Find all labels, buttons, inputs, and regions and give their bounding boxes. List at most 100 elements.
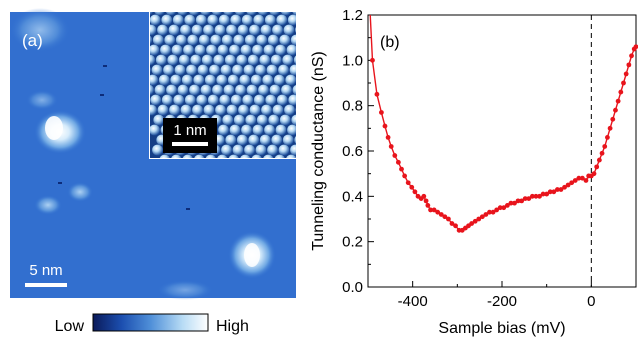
atom bbox=[269, 12, 280, 16]
atom bbox=[246, 12, 257, 16]
data-point bbox=[515, 198, 521, 204]
atom bbox=[197, 64, 209, 76]
atom bbox=[239, 74, 251, 86]
data-point bbox=[554, 187, 560, 192]
atom bbox=[252, 124, 264, 136]
data-point bbox=[629, 53, 634, 59]
atom bbox=[286, 44, 296, 56]
stm-bright-region bbox=[10, 8, 70, 52]
atom bbox=[297, 155, 308, 166]
atom bbox=[150, 35, 153, 45]
data-point bbox=[618, 89, 624, 95]
atom bbox=[240, 44, 252, 56]
data-point bbox=[526, 196, 532, 202]
atom bbox=[194, 44, 206, 56]
atom bbox=[189, 84, 200, 96]
atom bbox=[249, 104, 261, 116]
atom bbox=[223, 84, 235, 96]
atom bbox=[299, 15, 310, 26]
atom bbox=[273, 0, 284, 5]
data-point bbox=[591, 171, 597, 177]
y-tick-label: 1.2 bbox=[342, 7, 363, 24]
atom bbox=[204, 0, 215, 5]
atom bbox=[264, 14, 276, 26]
atom bbox=[297, 75, 308, 86]
data-point bbox=[431, 207, 437, 213]
atom bbox=[182, 154, 193, 158]
atom bbox=[298, 45, 309, 56]
data-point bbox=[572, 178, 578, 183]
atom bbox=[233, 34, 245, 46]
data-point bbox=[469, 221, 475, 226]
atom bbox=[272, 104, 284, 116]
data-point bbox=[483, 212, 489, 217]
atom bbox=[150, 54, 156, 66]
atom bbox=[207, 14, 219, 26]
atom bbox=[216, 0, 227, 5]
atom bbox=[220, 64, 232, 76]
atom bbox=[272, 24, 283, 36]
atom bbox=[233, 114, 245, 126]
atom bbox=[150, 84, 154, 96]
atom bbox=[161, 14, 173, 26]
data-point bbox=[529, 193, 535, 199]
atom bbox=[326, 115, 337, 126]
atom bbox=[287, 124, 296, 136]
atom bbox=[275, 44, 286, 56]
atom bbox=[244, 34, 256, 46]
atom bbox=[190, 54, 202, 66]
atom bbox=[255, 144, 267, 156]
atom bbox=[328, 165, 339, 176]
atom bbox=[178, 54, 190, 66]
atom bbox=[290, 34, 296, 46]
data-point bbox=[428, 207, 433, 213]
data-point bbox=[599, 150, 605, 156]
data-point bbox=[472, 218, 478, 224]
atom bbox=[253, 14, 265, 26]
data-point bbox=[583, 178, 589, 183]
atom bbox=[267, 34, 279, 46]
data-point bbox=[623, 71, 629, 77]
atom bbox=[215, 104, 226, 116]
atom bbox=[193, 0, 204, 5]
atom bbox=[212, 84, 223, 96]
data-point bbox=[544, 191, 550, 197]
data-point bbox=[519, 198, 525, 204]
atom bbox=[187, 34, 199, 46]
atom bbox=[223, 12, 234, 16]
data-point bbox=[442, 214, 448, 220]
atom bbox=[229, 124, 241, 136]
data-point bbox=[569, 180, 575, 186]
atom bbox=[218, 124, 229, 136]
stm-image-panel: 1 nm (a) 5 nm bbox=[10, 0, 339, 300]
atom bbox=[150, 24, 157, 36]
atom bbox=[291, 114, 296, 126]
stm-dark-spot bbox=[58, 182, 62, 184]
atom bbox=[311, 15, 322, 26]
atom bbox=[238, 104, 249, 116]
atom bbox=[230, 94, 242, 106]
atom bbox=[263, 154, 274, 158]
data-point bbox=[594, 164, 600, 170]
atom bbox=[198, 34, 210, 46]
atom bbox=[253, 94, 265, 106]
atom bbox=[232, 64, 243, 76]
series-line bbox=[369, 14, 637, 232]
atom bbox=[289, 64, 296, 76]
data-point bbox=[395, 159, 401, 165]
atom bbox=[200, 12, 211, 16]
atom bbox=[288, 94, 296, 106]
y-axis: 0.0 0.2 0.4 0.6 0.8 1.0 1.2 bbox=[342, 7, 374, 296]
colorbar-gradient bbox=[92, 313, 209, 332]
atom bbox=[295, 107, 296, 113]
atom bbox=[154, 12, 165, 16]
atom bbox=[161, 94, 173, 106]
atom bbox=[206, 44, 217, 56]
atom bbox=[184, 14, 196, 26]
data-point bbox=[379, 110, 384, 115]
atom bbox=[155, 54, 167, 66]
data-point bbox=[392, 153, 398, 158]
y-axis-label: Tunneling conductance (nS) bbox=[310, 51, 327, 251]
atom bbox=[217, 44, 229, 56]
